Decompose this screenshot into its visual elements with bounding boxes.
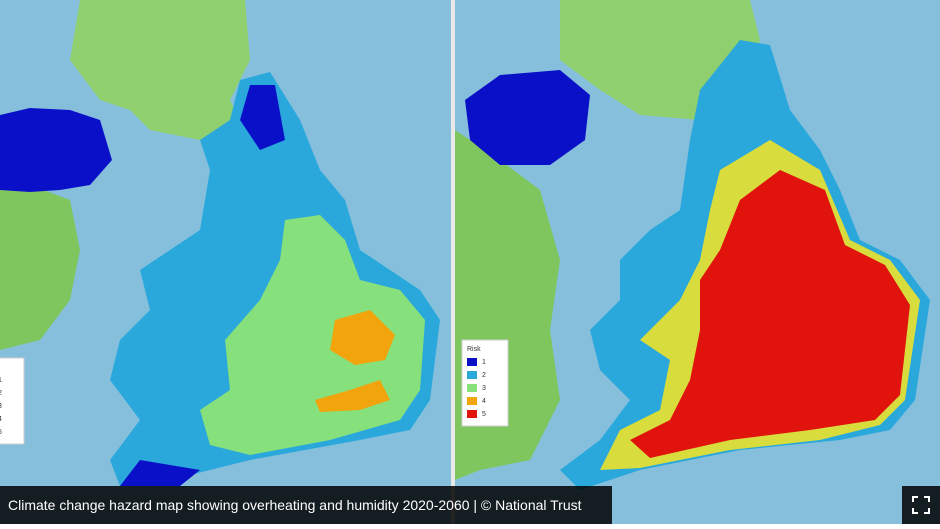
legend-label: 2 [482, 372, 486, 379]
ireland [0, 185, 80, 350]
legend-swatch [467, 358, 477, 366]
legend-label: 4 [482, 398, 486, 405]
expand-button[interactable] [902, 486, 940, 524]
caption: Climate change hazard map showing overhe… [0, 486, 612, 524]
risk-area [315, 380, 390, 412]
legend-label: 1 [0, 377, 2, 384]
legend-label: 2 [0, 390, 2, 397]
legend-label: 5 [482, 411, 486, 418]
legend-label: 4 [0, 416, 2, 423]
legend-label: 5 [0, 429, 2, 436]
legend-title: Risk [467, 346, 481, 353]
risk-area [0, 108, 112, 192]
risk-area [330, 310, 395, 365]
divider [451, 0, 455, 524]
expand-icon [912, 496, 930, 514]
legend-swatch [467, 384, 477, 392]
risk-area [120, 460, 200, 486]
legend-label: 1 [482, 359, 486, 366]
legend-swatch [467, 410, 477, 418]
scotland [70, 0, 250, 140]
legend-label: 3 [0, 403, 2, 410]
risk-area [465, 70, 590, 165]
legend-swatch [467, 371, 477, 379]
legend-label: 3 [482, 385, 486, 392]
risk-area [240, 85, 285, 150]
legend-swatch [467, 397, 477, 405]
risk-area [630, 170, 910, 458]
legend-box [0, 357, 25, 445]
